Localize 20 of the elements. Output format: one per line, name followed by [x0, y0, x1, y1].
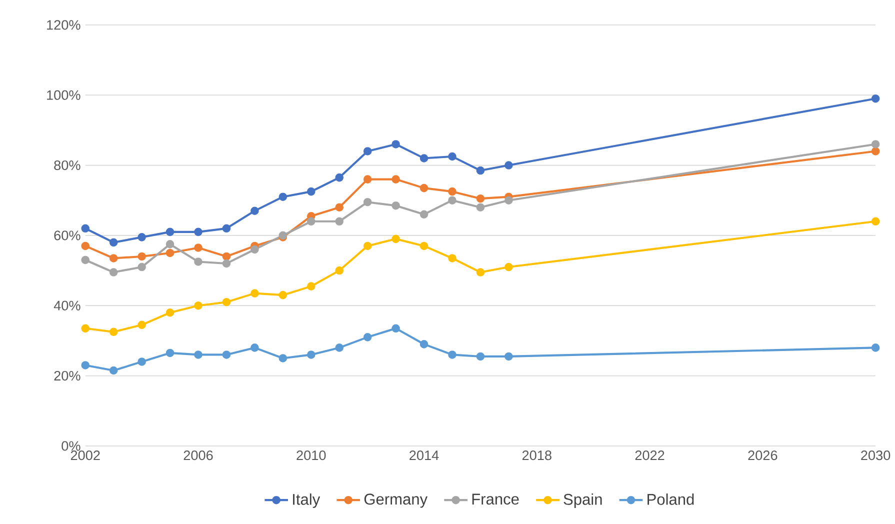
- x-tick-label: 2010: [296, 450, 326, 460]
- y-tick-label: 100%: [47, 90, 80, 100]
- y-tick-label: 20%: [54, 371, 80, 381]
- x-tick-label: 2018: [522, 450, 552, 460]
- y-tick-label: 120%: [47, 20, 80, 30]
- legend-label: Germany: [364, 494, 428, 508]
- y-tick-label: 60%: [54, 230, 80, 240]
- y-tick-label: 40%: [54, 300, 80, 311]
- x-tick-label: 2022: [635, 450, 664, 460]
- x-tick-label: 2002: [70, 450, 100, 460]
- y-tick-label: 80%: [54, 160, 80, 170]
- y-tick-label: 0%: [62, 441, 80, 451]
- legend-label: France: [472, 494, 519, 505]
- x-tick-label: 2014: [410, 450, 439, 460]
- x-tick-label: 2006: [184, 450, 213, 460]
- legend-label: Poland: [648, 494, 694, 506]
- legend-label: Spain: [564, 494, 602, 508]
- x-tick-label: 2026: [748, 450, 778, 460]
- x-tick-label: 2030: [861, 450, 890, 460]
- legend-label: Italy: [293, 494, 320, 508]
